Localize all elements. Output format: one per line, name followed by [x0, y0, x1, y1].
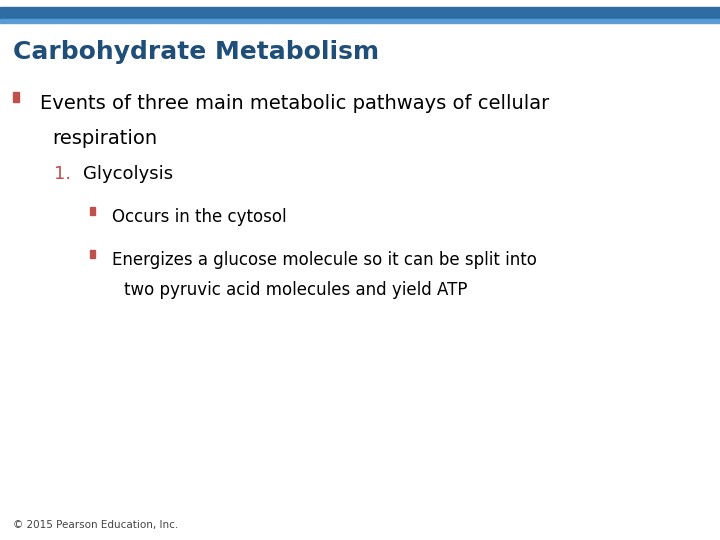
Bar: [0, 7, 720, 19]
Bar: [90, 249, 95, 258]
Text: Energizes a glucose molecule so it can be split into: Energizes a glucose molecule so it can b…: [112, 252, 536, 269]
Bar: [0, 19, 720, 23]
Bar: [13, 92, 19, 102]
Text: two pyruvic acid molecules and yield ATP: two pyruvic acid molecules and yield ATP: [124, 281, 467, 299]
Text: Events of three main metabolic pathways of cellular: Events of three main metabolic pathways …: [40, 94, 549, 113]
Text: 1.: 1.: [54, 165, 71, 183]
Bar: [90, 206, 95, 214]
Text: © 2015 Pearson Education, Inc.: © 2015 Pearson Education, Inc.: [13, 520, 179, 530]
Text: Glycolysis: Glycolysis: [83, 165, 173, 183]
Text: Carbohydrate Metabolism: Carbohydrate Metabolism: [13, 40, 379, 64]
Text: respiration: respiration: [52, 130, 157, 148]
Text: Occurs in the cytosol: Occurs in the cytosol: [112, 208, 287, 226]
